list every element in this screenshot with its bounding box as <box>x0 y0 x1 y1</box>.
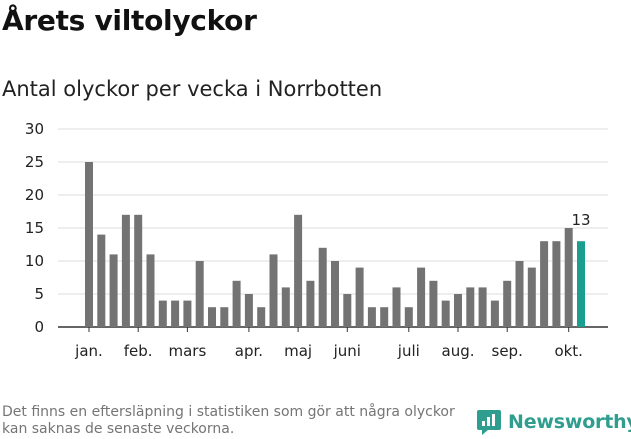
bar <box>343 294 352 327</box>
y-tick-label: 30 <box>25 120 44 138</box>
bar <box>257 307 266 327</box>
bar <box>294 214 303 327</box>
bar <box>540 241 549 327</box>
bar <box>306 280 315 327</box>
brand-logo: Newsworthy <box>476 408 631 436</box>
y-tick-label: 0 <box>34 318 44 336</box>
bar <box>417 267 426 327</box>
bar <box>109 254 118 327</box>
bar <box>552 241 561 327</box>
bar <box>121 214 130 327</box>
bars <box>85 162 585 327</box>
bar <box>171 300 180 327</box>
bar <box>85 162 93 327</box>
bar <box>331 261 339 327</box>
bar <box>454 294 462 327</box>
bar <box>404 307 413 327</box>
y-axis: 0 5 10 15 20 25 30 <box>25 120 44 336</box>
x-tick-label: juli <box>397 342 420 360</box>
x-tick-label: maj <box>284 342 312 360</box>
y-tick-label: 20 <box>25 186 44 204</box>
x-axis: jan. feb. mars apr. maj juni juli aug. sep. okt. <box>74 327 583 360</box>
bar <box>515 261 524 327</box>
bar-latest-week <box>577 241 585 327</box>
x-tick-label: okt. <box>554 342 583 360</box>
bar-chart: 0 5 10 15 20 25 30 jan. feb. mars apr. maj juni juli… <box>25 120 608 360</box>
brand-name: Newsworthy <box>508 411 631 433</box>
x-tick-label: jan. <box>74 342 103 360</box>
footnote: Det finns en eftersläpning i statistiken… <box>2 404 455 437</box>
bar <box>466 287 475 327</box>
newsworthy-logo-icon <box>477 410 501 435</box>
bar <box>490 300 499 327</box>
x-tick-label: feb. <box>124 342 153 360</box>
x-tick-label: apr. <box>235 342 263 360</box>
bar <box>564 228 573 327</box>
y-tick-label: 10 <box>25 252 44 270</box>
chart-title: Årets viltolyckor <box>2 4 257 37</box>
bar <box>134 214 143 327</box>
bar <box>281 287 290 327</box>
bar <box>441 300 450 327</box>
x-tick-label: aug. <box>442 342 475 360</box>
bar <box>232 280 241 327</box>
bar <box>97 234 106 327</box>
x-tick-label: mars <box>169 342 207 360</box>
bar <box>158 300 167 327</box>
bar <box>527 267 536 327</box>
bar <box>146 254 155 327</box>
bar <box>355 267 364 327</box>
bar <box>429 280 438 327</box>
y-tick-label: 5 <box>34 285 44 303</box>
bar <box>269 254 278 327</box>
data-labels: 13 <box>571 211 590 229</box>
bar <box>380 307 389 327</box>
y-tick-label: 15 <box>25 219 44 237</box>
x-tick-label: juni <box>333 342 361 360</box>
bar <box>244 294 253 327</box>
bar <box>478 287 487 327</box>
bar <box>183 300 192 327</box>
bar <box>220 307 229 327</box>
bar <box>392 287 401 327</box>
bar <box>208 307 216 327</box>
chart-subtitle: Antal olyckor per vecka i Norrbotten <box>2 77 383 101</box>
bar <box>367 307 376 327</box>
bar <box>318 247 327 327</box>
x-tick-label: sep. <box>492 342 523 360</box>
bar <box>503 280 512 327</box>
bar <box>195 261 204 327</box>
latest-value-label: 13 <box>571 211 590 229</box>
y-tick-label: 25 <box>25 153 44 171</box>
